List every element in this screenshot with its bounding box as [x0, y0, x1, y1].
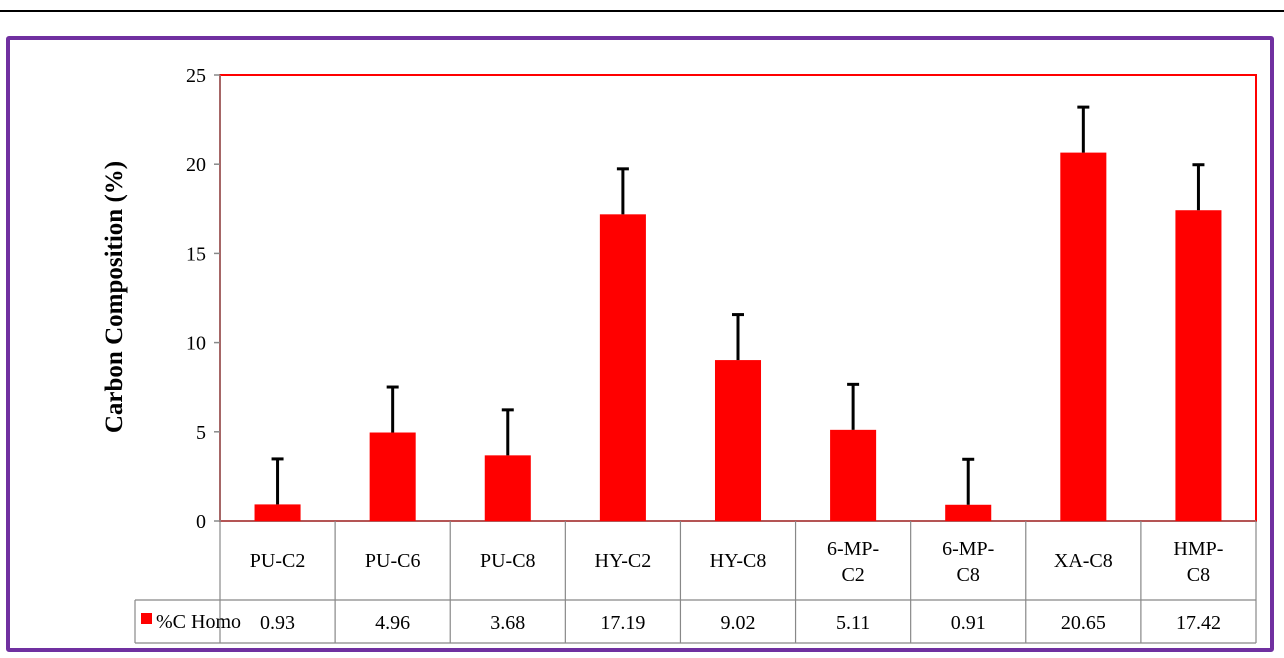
bar [484, 455, 531, 521]
y-tick-label: 20 [186, 154, 206, 176]
data-table-value: 9.02 [721, 612, 756, 634]
y-tick-label: 15 [186, 243, 206, 265]
data-table-value: 17.42 [1176, 612, 1221, 634]
data-table-value: 17.19 [600, 612, 645, 634]
x-category-label: XA-C8 [1054, 550, 1113, 572]
y-tick-label: 10 [186, 333, 206, 355]
top-divider-line [0, 10, 1284, 12]
data-table-value: 0.91 [951, 612, 986, 634]
x-category-label: PU-C8 [480, 550, 536, 572]
chart-frame [6, 36, 1274, 652]
x-category-label: C2 [841, 564, 864, 586]
x-category-label: PU-C6 [365, 550, 421, 572]
x-category-label: 6-MP- [942, 538, 994, 560]
x-category-label: C8 [957, 564, 980, 586]
x-category-label: HY-C8 [710, 550, 767, 572]
x-category-label: C8 [1187, 564, 1210, 586]
data-table-value: 20.65 [1061, 612, 1106, 634]
plot-area: 0 5 10 15 20 25 %C Homo PU-C2 0.93 PU-C6 4.96 PU-C8… [134, 65, 1257, 644]
x-category-label: 6-MP- [827, 538, 879, 560]
y-axis-title: Carbon Composition (%) [101, 161, 128, 433]
x-category-label: HY-C2 [595, 550, 652, 572]
bar [599, 214, 646, 522]
bar [830, 429, 877, 521]
data-table-value: 0.93 [260, 612, 295, 634]
legend-label: %C Homo [156, 611, 241, 633]
y-tick-label: 25 [186, 65, 206, 87]
y-tick-label: 5 [196, 422, 206, 444]
y-tick-label: 0 [196, 511, 206, 533]
bar [714, 360, 762, 521]
bar [369, 432, 416, 521]
data-table-value: 5.11 [836, 612, 870, 634]
bar [1175, 210, 1222, 521]
bar [254, 504, 301, 521]
bar [945, 504, 992, 521]
data-table-value: 3.68 [490, 612, 525, 634]
bar [1060, 152, 1107, 521]
legend-swatch [141, 613, 152, 624]
y-axis-title-group: Carbon Composition (%) [101, 161, 128, 433]
x-category-label: HMP- [1173, 538, 1223, 560]
data-table-value: 4.96 [375, 612, 410, 634]
x-category-label: PU-C2 [250, 550, 306, 572]
